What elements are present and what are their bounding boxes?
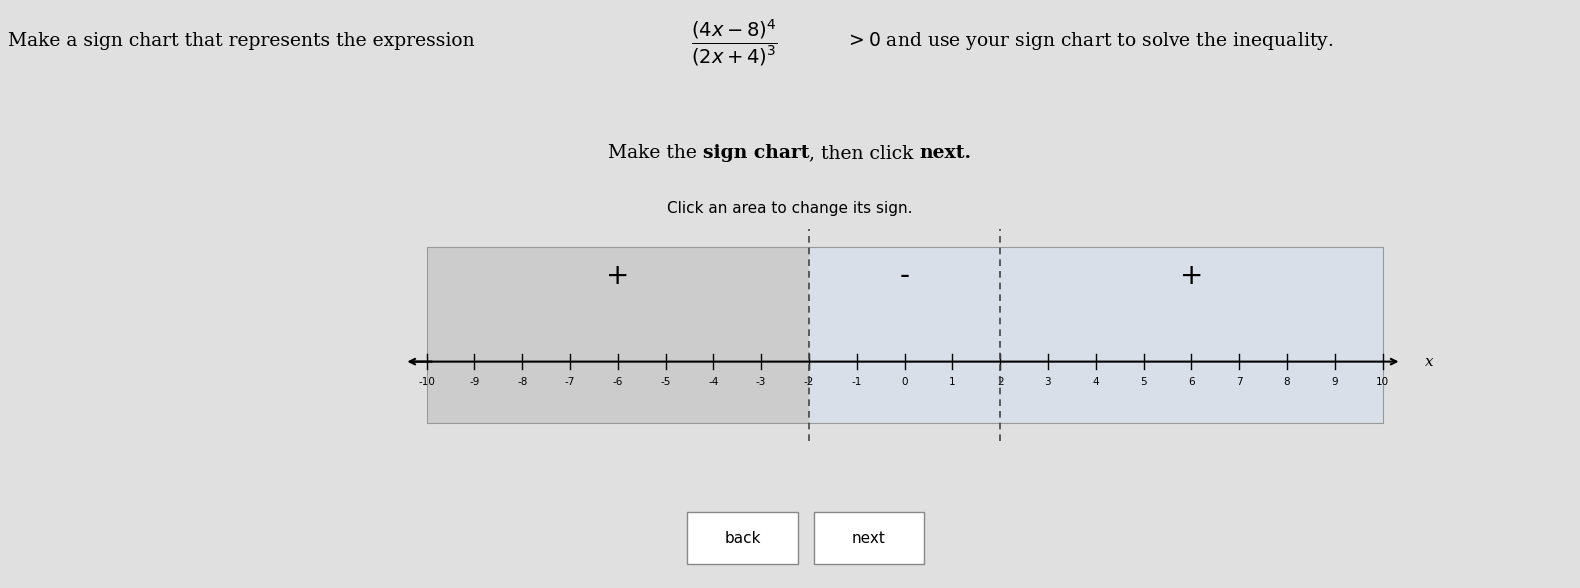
Text: 3: 3 xyxy=(1044,377,1051,387)
Text: x: x xyxy=(1425,355,1433,369)
Text: 2: 2 xyxy=(997,377,1003,387)
Text: -2: -2 xyxy=(804,377,814,387)
Text: Click an area to change its sign.: Click an area to change its sign. xyxy=(667,201,913,216)
Text: -5: -5 xyxy=(660,377,672,387)
Bar xyxy=(1000,247,1382,423)
Text: 7: 7 xyxy=(1236,377,1242,387)
Bar xyxy=(427,247,1382,423)
Bar xyxy=(427,247,809,423)
Text: 4: 4 xyxy=(1092,377,1100,387)
Text: +: + xyxy=(1180,262,1202,290)
Text: , then click: , then click xyxy=(809,144,920,162)
Text: next.: next. xyxy=(920,144,972,162)
Bar xyxy=(814,512,924,564)
Text: -10: -10 xyxy=(419,377,435,387)
Text: -: - xyxy=(899,262,910,290)
Text: 5: 5 xyxy=(1141,377,1147,387)
Text: 9: 9 xyxy=(1332,377,1338,387)
Text: Make the: Make the xyxy=(608,144,703,162)
Text: 1: 1 xyxy=(950,377,956,387)
Text: 10: 10 xyxy=(1376,377,1389,387)
Text: back: back xyxy=(724,530,762,546)
Text: -1: -1 xyxy=(852,377,863,387)
Text: sign chart: sign chart xyxy=(703,144,809,162)
Text: +: + xyxy=(607,262,629,290)
Text: 6: 6 xyxy=(1188,377,1194,387)
Bar xyxy=(809,247,1000,423)
Text: 0: 0 xyxy=(901,377,908,387)
Text: -4: -4 xyxy=(708,377,719,387)
Text: Make a sign chart that represents the expression: Make a sign chart that represents the ex… xyxy=(8,32,474,50)
Text: -8: -8 xyxy=(517,377,528,387)
Text: next: next xyxy=(852,530,886,546)
Text: 8: 8 xyxy=(1283,377,1291,387)
Text: $> 0$ and use your sign chart to solve the inequality.: $> 0$ and use your sign chart to solve t… xyxy=(845,30,1334,52)
Text: -9: -9 xyxy=(469,377,480,387)
Bar xyxy=(687,512,798,564)
Text: -3: -3 xyxy=(755,377,766,387)
Text: $\dfrac{(4x-8)^4}{(2x+4)^3}$: $\dfrac{(4x-8)^4}{(2x+4)^3}$ xyxy=(690,18,779,68)
Text: -7: -7 xyxy=(564,377,575,387)
Text: -6: -6 xyxy=(613,377,623,387)
